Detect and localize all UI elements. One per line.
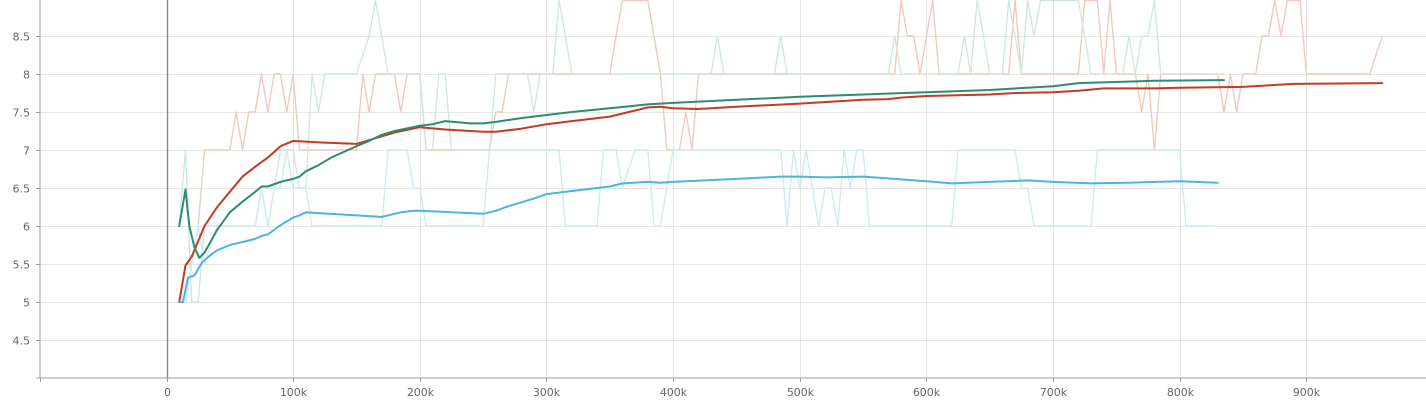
x-tick-labels: 0 100k 200k 300k 400k 500k 600k 700k 800k 900k [164,386,1321,399]
raw-series-layer [178,0,1383,303]
y-tick-label: 8.5 [13,31,31,44]
y-tick-label: 6 [23,221,30,234]
y-tick-label: 8 [23,69,30,82]
series-1-smoothed-line [178,82,1384,303]
x-tick-label: 400k [660,386,688,399]
x-tick-label: 600k [913,386,941,399]
y-tick-label: 4.5 [13,335,31,348]
x-tick-label: 100k [280,386,308,399]
series-3-smoothed-line [178,175,1219,303]
smoothed-series-layer [178,79,1384,303]
x-tick-label: 300k [533,386,561,399]
x-tick-label: 0 [164,386,171,399]
y-tick-label: 7 [23,145,30,158]
x-tick-label: 500k [787,386,815,399]
x-tick-label: 200k [407,386,435,399]
x-tick-label: 700k [1040,386,1068,399]
y-tick-label: 6.5 [13,183,31,196]
y-tick-label: 5.5 [13,259,31,272]
y-tick-label: 5 [23,297,30,310]
series-3-raw-line [179,149,1216,303]
y-tick-label: 7.5 [13,107,31,120]
grid [36,0,1426,382]
x-tick-label: 800k [1167,386,1195,399]
series-2-smoothed-line [178,79,1225,259]
series-2-raw-line [178,0,1224,303]
x-tick-label: 900k [1293,386,1321,399]
y-tick-labels: 4.5 5 5.5 6 6.5 7 7.5 8 8.5 [13,31,31,348]
axes [39,0,1426,379]
